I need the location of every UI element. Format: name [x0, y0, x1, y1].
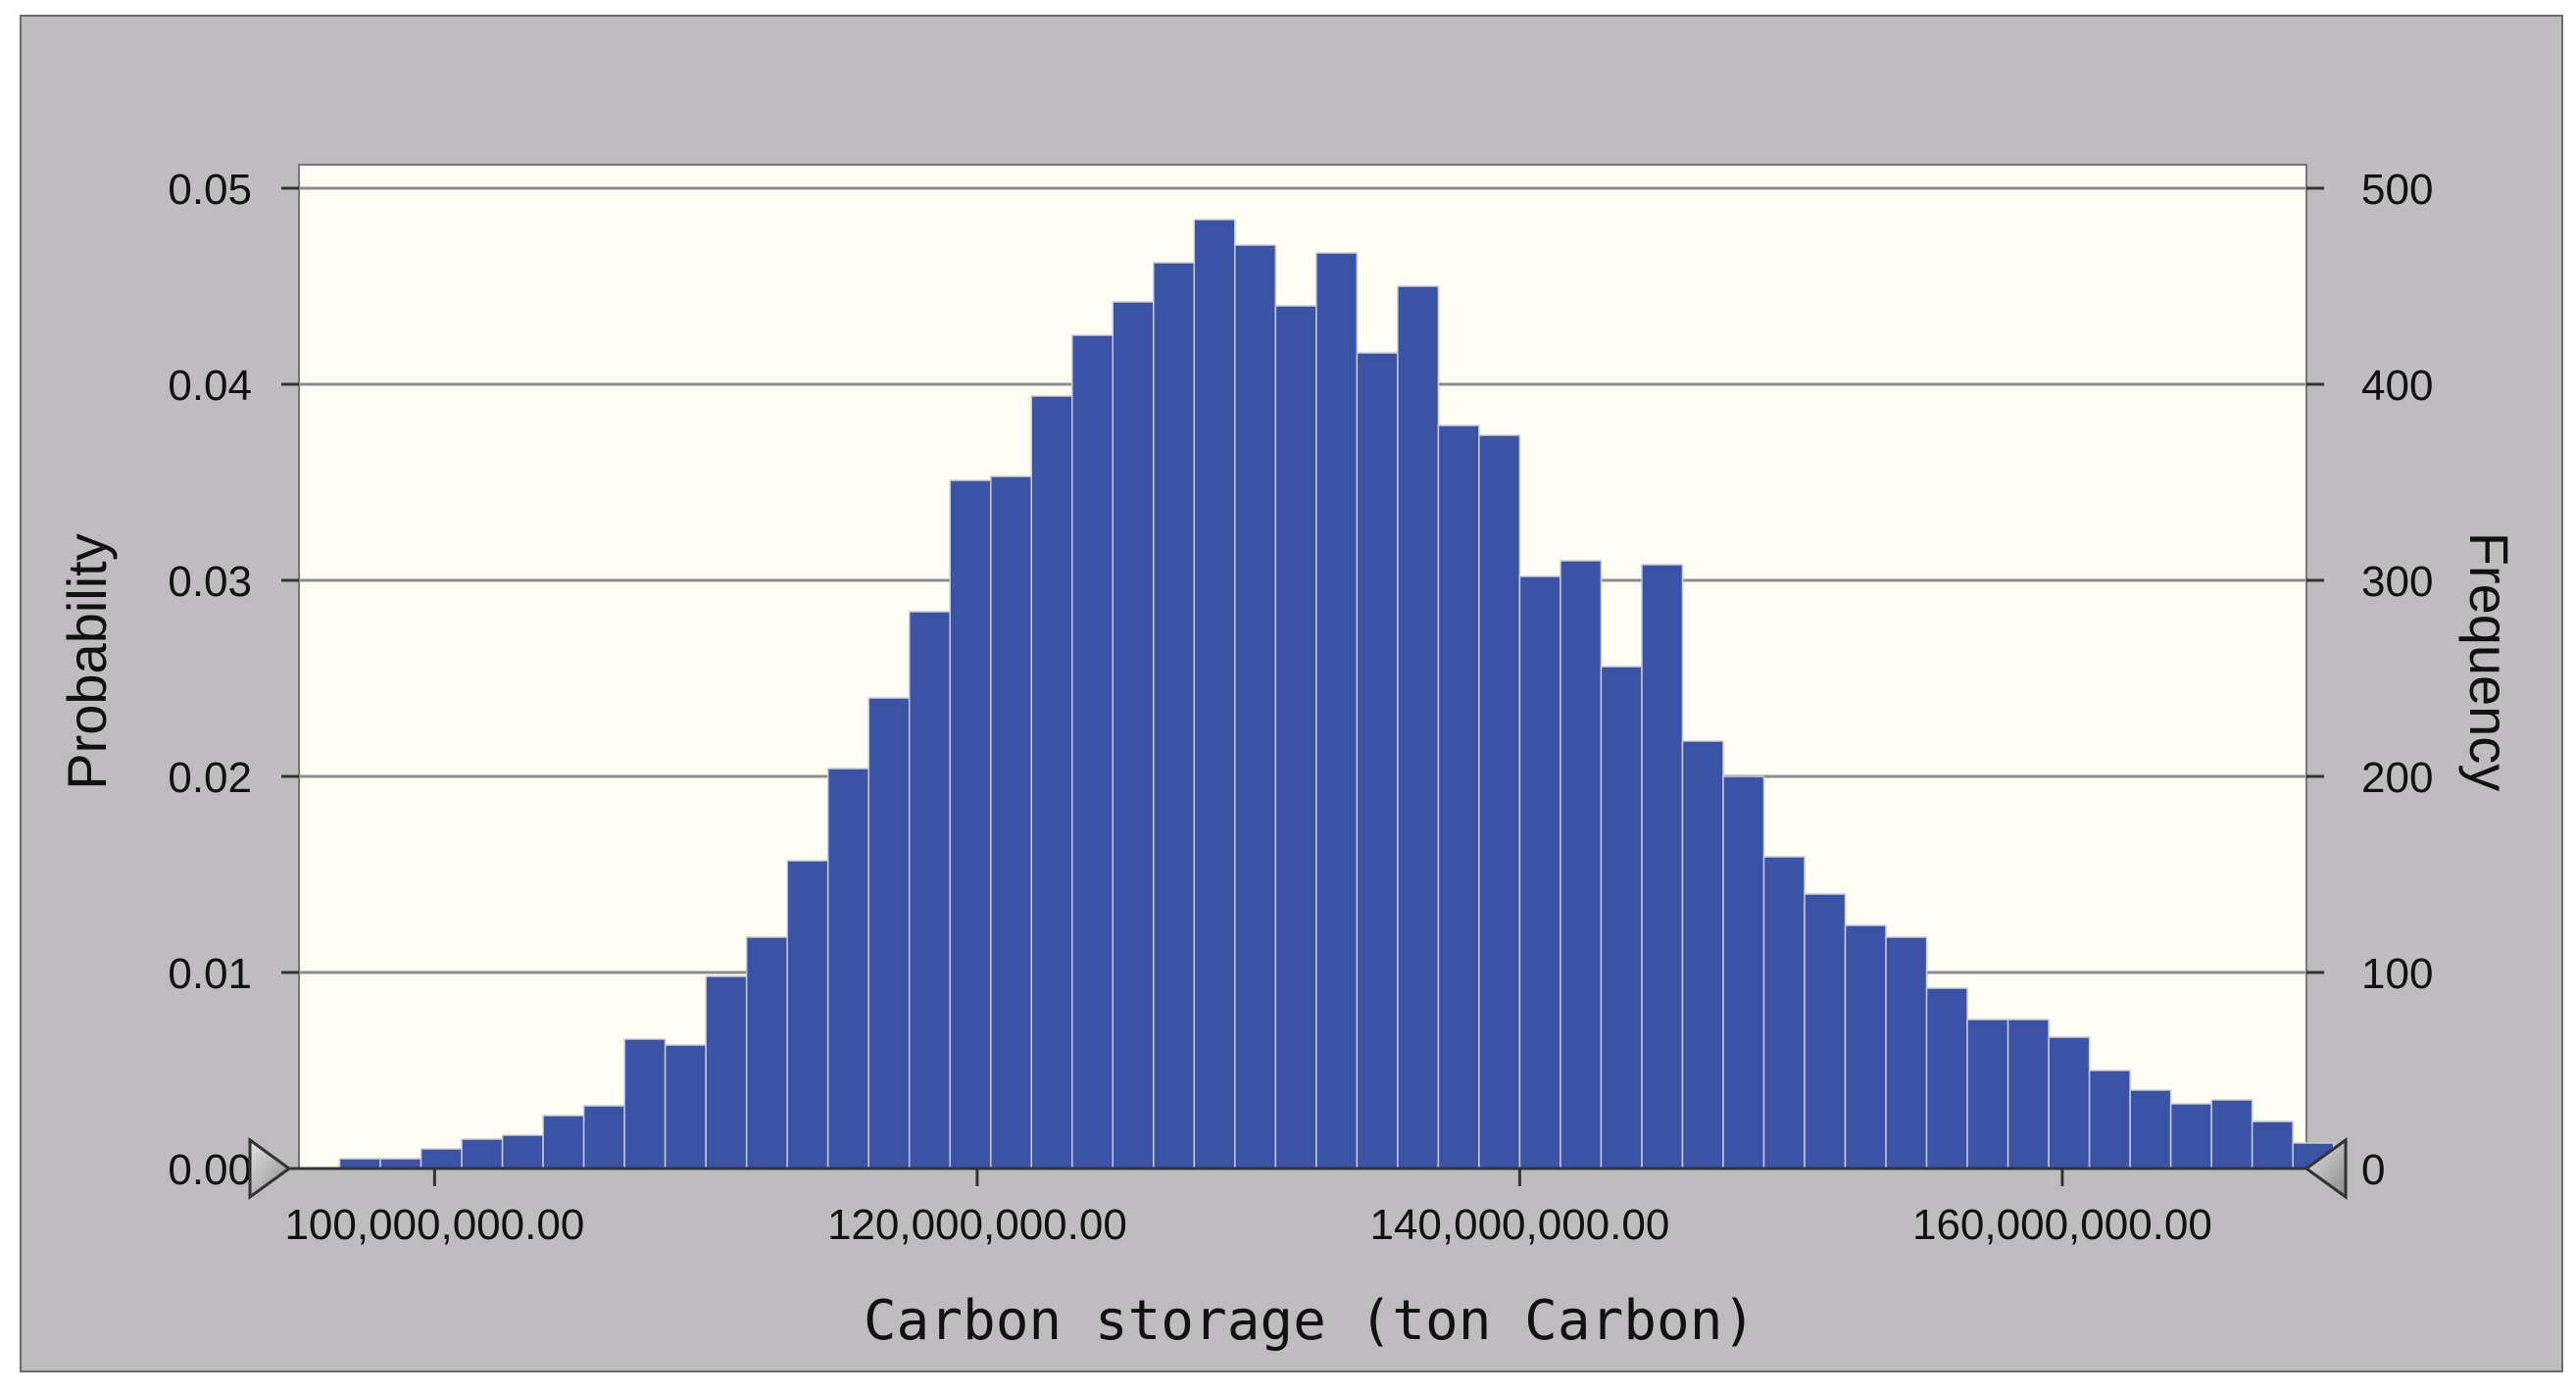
histogram-bar: [1478, 434, 1521, 1169]
histogram-bar: [2169, 1103, 2212, 1169]
right-tick-label: 200: [2361, 754, 2433, 802]
histogram-bar: [1437, 424, 1480, 1169]
histogram-bar: [1966, 1019, 2009, 1169]
histogram-bar: [867, 697, 911, 1169]
histogram-bar: [1681, 740, 1724, 1169]
histogram-bar: [1274, 305, 1317, 1169]
histogram-bar: [1030, 395, 1073, 1169]
x-axis-ticks: 100,000,000.00 120,000,000.00 140,000,000.…: [284, 1169, 2212, 1249]
right-tick-label: 500: [2361, 166, 2433, 214]
right-tick-label: 300: [2361, 558, 2433, 606]
histogram-bar: [1844, 924, 1887, 1169]
histogram-bar: [826, 768, 869, 1169]
histogram-bar: [501, 1134, 544, 1169]
histogram-bar: [1885, 936, 1928, 1169]
right-tick-label: 100: [2361, 950, 2433, 998]
x-tick-label: 120,000,000.00: [827, 1201, 1127, 1249]
histogram-bar: [1518, 575, 1561, 1169]
left-tick-label: 0.02: [168, 754, 252, 802]
histogram-bar: [2129, 1089, 2172, 1169]
x-tick-label: 100,000,000.00: [284, 1201, 584, 1249]
histogram-bar: [949, 479, 992, 1169]
histogram-bar: [908, 611, 951, 1169]
histogram-bar: [1112, 301, 1155, 1169]
histogram-bar: [1762, 856, 1806, 1169]
histogram-bar: [1397, 285, 1440, 1169]
x-tick-label: 140,000,000.00: [1369, 1201, 1669, 1249]
histogram-bar: [582, 1105, 625, 1169]
histogram-bar: [1600, 666, 1643, 1169]
histogram-bars: [338, 219, 2335, 1169]
histogram-bar: [705, 975, 748, 1169]
x-axis-title: Carbon storage (ton Carbon): [864, 1289, 1756, 1353]
left-tick-label: 0.00: [168, 1146, 252, 1194]
histogram-bar: [1560, 560, 1603, 1169]
right-tick-label: 0: [2361, 1146, 2385, 1194]
right-axis-ticks: 0 100 200 300 400 500: [2306, 166, 2433, 1194]
histogram-bar: [2210, 1099, 2254, 1169]
right-range-handle-icon[interactable]: [2304, 1137, 2348, 1200]
histogram-bar: [1234, 244, 1277, 1169]
histogram-bar: [2251, 1120, 2294, 1169]
left-tick-label: 0.04: [168, 362, 252, 410]
y-axis-left-title: Probability: [56, 533, 118, 789]
histogram-bar: [1315, 252, 1359, 1169]
left-tick-label: 0.03: [168, 558, 252, 606]
histogram-bar: [1925, 987, 1968, 1169]
x-tick-label: 160,000,000.00: [1912, 1201, 2212, 1249]
histogram-bar: [461, 1138, 504, 1169]
histogram-bar: [1722, 775, 1765, 1169]
histogram-bar: [989, 475, 1032, 1169]
histogram-bar: [542, 1115, 585, 1169]
right-tick-label: 400: [2361, 362, 2433, 410]
histogram-bar: [786, 860, 829, 1169]
left-axis-ticks: 0.00 0.01 0.02 0.03 0.04 0.05: [168, 166, 299, 1194]
histogram-bar: [1804, 893, 1847, 1169]
histogram-bar: [664, 1044, 707, 1169]
histogram-bar: [1153, 262, 1196, 1169]
histogram-bar: [1356, 352, 1399, 1169]
histogram-bar: [623, 1038, 667, 1169]
left-tick-label: 0.01: [168, 950, 252, 998]
histogram-bar: [1193, 219, 1236, 1169]
y-axis-right-title: Frequency: [2458, 532, 2520, 792]
histogram-bar: [1641, 564, 1684, 1169]
histogram-bar: [2088, 1070, 2131, 1169]
histogram-bar: [2048, 1036, 2091, 1169]
left-range-handle-icon[interactable]: [248, 1137, 292, 1200]
histogram-bar: [2006, 1019, 2050, 1169]
histogram-bar: [745, 936, 788, 1169]
left-tick-label: 0.05: [168, 166, 252, 214]
histogram-bar: [1071, 334, 1115, 1169]
histogram-bar: [420, 1148, 463, 1169]
